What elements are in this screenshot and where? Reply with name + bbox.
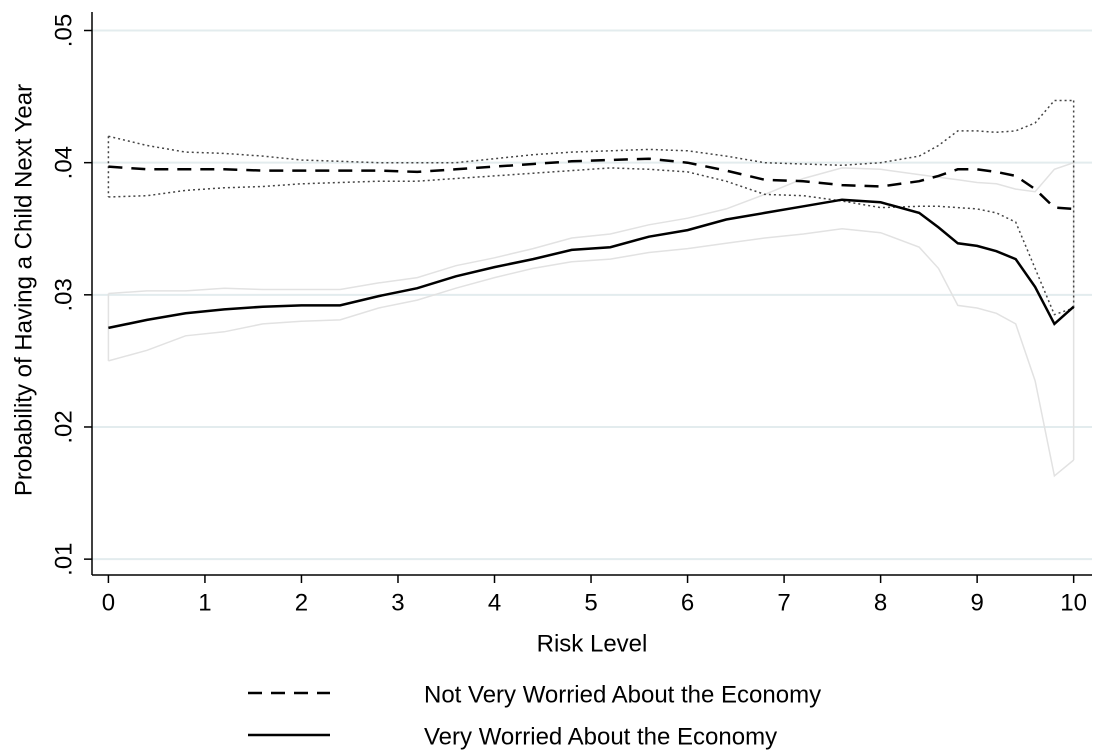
x-tick-label: 5 xyxy=(584,589,597,616)
series-line xyxy=(108,198,1075,330)
legend-label: Not Very Worried About the Economy xyxy=(424,681,821,708)
y-axis-title: Probability of Having a Child Next Year xyxy=(10,84,37,496)
x-tick-label: 2 xyxy=(295,589,308,616)
y-tick-label: .02 xyxy=(50,410,77,443)
ci-upper xyxy=(108,161,1074,295)
ci-lower xyxy=(108,227,1075,478)
x-tick-label: 7 xyxy=(777,589,790,616)
x-tick-label: 8 xyxy=(874,589,887,616)
y-tick-label: .03 xyxy=(50,278,77,311)
ci-lower xyxy=(108,167,1074,316)
y-tick-label: .04 xyxy=(50,146,77,179)
x-tick-label: 9 xyxy=(970,589,983,616)
legend-label: Very Worried About the Economy xyxy=(424,723,777,750)
x-tick-label: 0 xyxy=(102,589,115,616)
y-tick-label: .01 xyxy=(50,542,77,575)
series-line xyxy=(108,157,1074,211)
x-tick-label: 6 xyxy=(681,589,694,616)
y-tick-label: .05 xyxy=(50,14,77,47)
x-tick-label: 3 xyxy=(391,589,404,616)
x-tick-label: 10 xyxy=(1060,589,1087,616)
x-tick-label: 4 xyxy=(488,589,501,616)
ci-upper xyxy=(108,99,1074,167)
x-tick-label: 1 xyxy=(198,589,211,616)
x-axis-title: Risk Level xyxy=(537,630,648,657)
